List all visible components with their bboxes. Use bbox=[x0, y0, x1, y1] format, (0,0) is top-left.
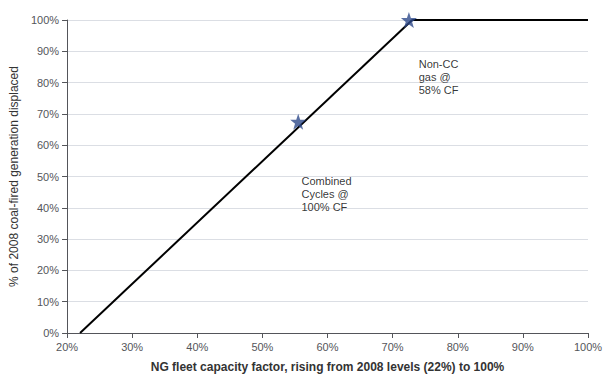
svg-text:100%: 100% bbox=[31, 14, 59, 26]
svg-text:NG fleet capacity factor, risi: NG fleet capacity factor, rising from 20… bbox=[151, 360, 505, 374]
svg-text:Cycles @: Cycles @ bbox=[301, 188, 348, 200]
svg-text:58% CF: 58% CF bbox=[419, 84, 459, 96]
svg-text:30%: 30% bbox=[121, 341, 143, 353]
svg-text:40%: 40% bbox=[186, 341, 208, 353]
svg-text:20%: 20% bbox=[37, 264, 59, 276]
svg-text:100%: 100% bbox=[574, 341, 602, 353]
svg-text:90%: 90% bbox=[37, 45, 59, 57]
svg-text:30%: 30% bbox=[37, 233, 59, 245]
svg-text:80%: 80% bbox=[37, 77, 59, 89]
svg-text:Non-CC: Non-CC bbox=[419, 58, 459, 70]
svg-text:100% CF: 100% CF bbox=[301, 201, 347, 213]
svg-text:gas @: gas @ bbox=[419, 71, 451, 83]
svg-text:40%: 40% bbox=[37, 202, 59, 214]
svg-text:60%: 60% bbox=[317, 341, 339, 353]
svg-text:10%: 10% bbox=[37, 296, 59, 308]
svg-text:50%: 50% bbox=[37, 171, 59, 183]
svg-text:80%: 80% bbox=[447, 341, 469, 353]
svg-text:60%: 60% bbox=[37, 139, 59, 151]
svg-text:50%: 50% bbox=[251, 341, 273, 353]
svg-text:% of 2008 coal-fired generatio: % of 2008 coal-fired generation displace… bbox=[7, 66, 21, 287]
svg-text:70%: 70% bbox=[382, 341, 404, 353]
svg-text:20%: 20% bbox=[56, 341, 78, 353]
svg-text:90%: 90% bbox=[512, 341, 534, 353]
svg-text:0%: 0% bbox=[43, 327, 59, 339]
svg-text:Combined: Combined bbox=[301, 175, 351, 187]
svg-text:70%: 70% bbox=[37, 108, 59, 120]
